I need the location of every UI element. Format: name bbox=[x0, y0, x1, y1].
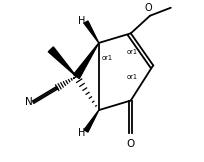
Text: H: H bbox=[78, 16, 85, 26]
Text: or1: or1 bbox=[127, 49, 138, 55]
Polygon shape bbox=[73, 43, 99, 78]
Polygon shape bbox=[48, 47, 76, 76]
Polygon shape bbox=[84, 110, 99, 132]
Text: or1: or1 bbox=[101, 55, 112, 61]
Text: N: N bbox=[25, 97, 33, 107]
Text: H: H bbox=[78, 127, 85, 138]
Text: O: O bbox=[127, 139, 135, 149]
Text: or1: or1 bbox=[127, 74, 138, 80]
Text: O: O bbox=[145, 3, 152, 13]
Polygon shape bbox=[84, 21, 99, 43]
